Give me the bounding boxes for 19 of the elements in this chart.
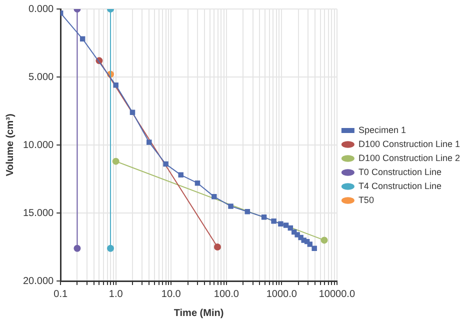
y-tick-label: 0.000 [28,4,54,15]
y-tick-label: 20.000 [22,276,54,287]
legend-label: T0 Construction Line [358,166,442,177]
y-tick-label: 10.000 [22,140,54,151]
legend-label: D100 Construction Line 1 [358,138,460,149]
x-tick-label: 1.0 [108,288,124,300]
y-axis-title: Volume (cm³) [4,114,16,176]
legend-label: Specimen 1 [358,124,406,135]
y-tick-label: 15.000 [22,208,54,219]
x-tick-label: 1000.0 [266,288,298,300]
y-tick-label: 5.000 [28,72,54,83]
x-tick-label: 100.0 [214,288,240,300]
x-tick-label: 0.1 [54,288,68,300]
legend-label: T4 Construction Line [358,180,442,191]
x-axis-title: Time (Min) [174,308,224,319]
x-tick-label: 10.0 [161,288,182,300]
legend-label: D100 Construction Line 2 [358,152,460,163]
x-tick-label: 10000.0 [318,288,356,300]
legend-label: T50 [358,194,374,205]
